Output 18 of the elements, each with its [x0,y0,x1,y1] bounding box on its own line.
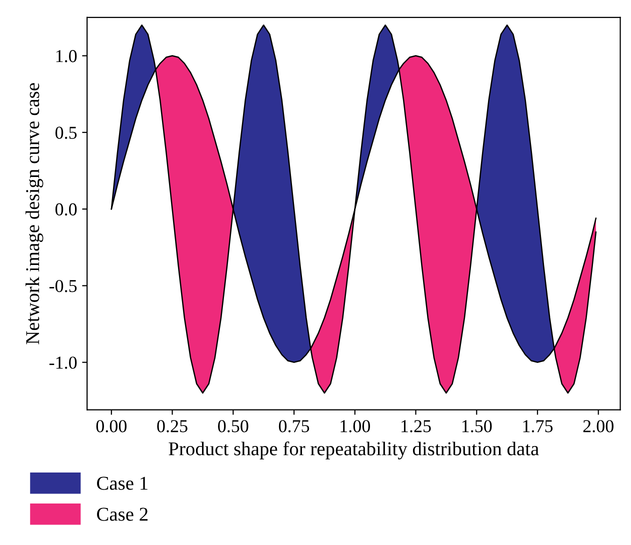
legend-label: Case 1 [97,476,148,490]
y-tick-label: 0.0 [55,203,77,216]
x-tick-label: 0.75 [278,420,310,432]
x-tick-label: 1.75 [523,420,553,432]
x-tick-label: 2.00 [583,420,614,432]
y-tick-label: -0.5 [49,280,77,292]
x-tick-label: 0.00 [96,420,127,432]
x-tick-label: 1.25 [402,420,431,432]
y-tick-label: 0.5 [55,126,77,139]
y-tick-label: -1.0 [49,356,77,369]
x-axis-title: Product shape for repeatability distribution data [168,441,539,460]
y-tick-label: 1.0 [56,50,77,62]
y-axis-title: Network image design curve case [26,83,44,344]
legend-label: Case 2 [97,508,148,521]
x-tick-label: 0.50 [218,420,248,432]
x-tick-label: 1.50 [462,420,492,432]
x-tick-label: 0.25 [157,420,188,432]
x-tick-label: 1.00 [340,420,370,432]
